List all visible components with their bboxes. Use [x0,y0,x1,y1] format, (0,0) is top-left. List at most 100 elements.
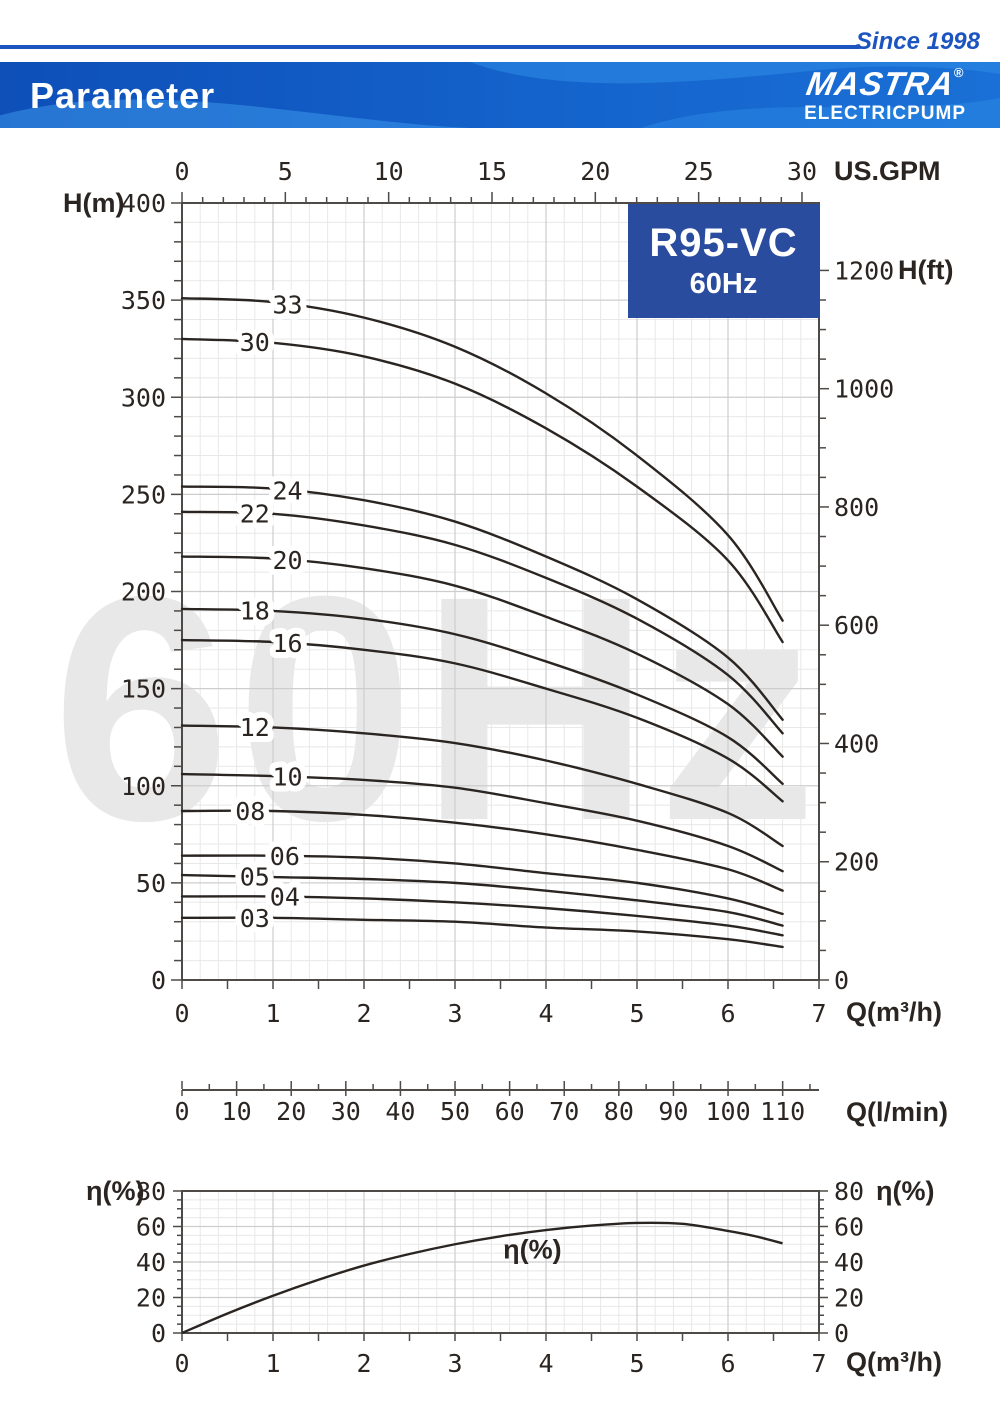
svg-text:20: 20 [276,1097,306,1126]
svg-text:90: 90 [658,1097,688,1126]
svg-text:20: 20 [136,1284,166,1313]
svg-text:100: 100 [121,772,166,801]
svg-text:150: 150 [121,675,166,704]
head-curve-08 [180,809,784,892]
svg-text:250: 250 [121,480,166,509]
svg-text:110: 110 [760,1097,805,1126]
svg-text:30: 30 [331,1097,361,1126]
head-curve-12 [180,724,784,848]
svg-text:30: 30 [240,328,270,357]
svg-text:50: 50 [440,1097,470,1126]
axis-label-eta-right: η(%) [876,1176,935,1206]
svg-text:15: 15 [477,157,507,186]
svg-text:16: 16 [273,629,303,658]
svg-text:200: 200 [121,578,166,607]
svg-text:10: 10 [222,1097,252,1126]
svg-text:05: 05 [240,863,270,892]
model-name: R95-VC [649,221,798,265]
main-plot-border [181,202,820,981]
svg-text:2: 2 [356,1349,371,1378]
svg-text:300: 300 [121,383,166,412]
head-curve-30 [180,337,784,644]
svg-text:18: 18 [240,597,270,626]
svg-text:24: 24 [273,476,303,505]
svg-text:1200: 1200 [834,256,894,285]
head-curve-10 [180,772,784,873]
banner-waves [0,62,1000,128]
svg-text:22: 22 [240,499,270,528]
svg-text:06: 06 [270,842,300,871]
head-curves [180,296,784,949]
svg-text:30: 30 [787,157,817,186]
page-title: Parameter [30,75,216,116]
svg-text:20: 20 [580,157,610,186]
header-banner: Parameter MASTRA® ELECTRICPUMP [0,62,1000,128]
svg-text:1: 1 [265,999,280,1028]
svg-text:2: 2 [356,999,371,1028]
svg-text:80: 80 [834,1177,864,1206]
svg-text:25: 25 [684,157,714,186]
svg-text:40: 40 [385,1097,415,1126]
head-curve-04 [180,895,784,937]
efficiency-curve [181,1221,783,1335]
axis-label-q-lmin: Q(l/min) [846,1097,948,1127]
svg-text:400: 400 [834,729,879,758]
svg-text:0: 0 [151,1319,166,1348]
svg-text:4: 4 [538,999,553,1028]
svg-text:3: 3 [447,1349,462,1378]
head-curve-33 [180,296,784,622]
svg-text:100: 100 [705,1097,750,1126]
brand-subtitle: ELECTRICPUMP [804,103,966,124]
svg-text:80: 80 [604,1097,634,1126]
axis-label-q-m3h-eff: Q(m³/h) [846,1347,942,1377]
head-curve-22 [180,510,784,735]
svg-text:3: 3 [447,999,462,1028]
svg-text:6: 6 [720,1349,735,1378]
svg-text:60: 60 [495,1097,525,1126]
svg-text:70: 70 [549,1097,579,1126]
head-curve-16 [180,638,784,803]
svg-text:0: 0 [151,966,166,995]
svg-text:0: 0 [834,966,849,995]
head-curve-03 [180,916,784,949]
since-label: Since 1998 [855,28,980,55]
svg-text:60: 60 [834,1213,864,1242]
axis-label-h-m: H(m) [63,188,125,218]
lmin-axis [181,1081,819,1096]
svg-text:350: 350 [121,286,166,315]
registered-mark-icon: ® [953,65,964,80]
svg-text:10: 10 [374,157,404,186]
svg-text:800: 800 [834,493,879,522]
eff-plot-border [181,1190,820,1334]
svg-text:1: 1 [265,1349,280,1378]
svg-text:08: 08 [235,797,265,826]
svg-text:4: 4 [538,1349,553,1378]
svg-text:0: 0 [174,1349,189,1378]
axis-label-h-ft: H(ft) [898,255,954,285]
eff-grid-minor [182,1191,819,1333]
svg-text:0: 0 [174,157,189,186]
svg-text:5: 5 [278,157,293,186]
head-curve-24 [180,485,784,721]
svg-text:33: 33 [273,291,303,320]
main-grid-major [182,203,819,980]
head-curve-18 [180,607,784,786]
svg-text:20: 20 [834,1284,864,1313]
head-curve-20 [180,555,784,758]
head-curve-06 [180,854,784,916]
svg-text:6: 6 [720,999,735,1028]
eff-annotation: η(%) [503,1235,561,1265]
svg-text:60: 60 [136,1213,166,1242]
svg-text:600: 600 [834,611,879,640]
main-ticks [171,192,829,989]
svg-text:50: 50 [136,869,166,898]
svg-text:0: 0 [174,999,189,1028]
svg-text:12: 12 [240,713,270,742]
svg-text:0: 0 [174,1097,189,1126]
svg-text:η(%): η(%) [503,1235,561,1265]
svg-text:5: 5 [629,1349,644,1378]
svg-text:03: 03 [240,904,270,933]
